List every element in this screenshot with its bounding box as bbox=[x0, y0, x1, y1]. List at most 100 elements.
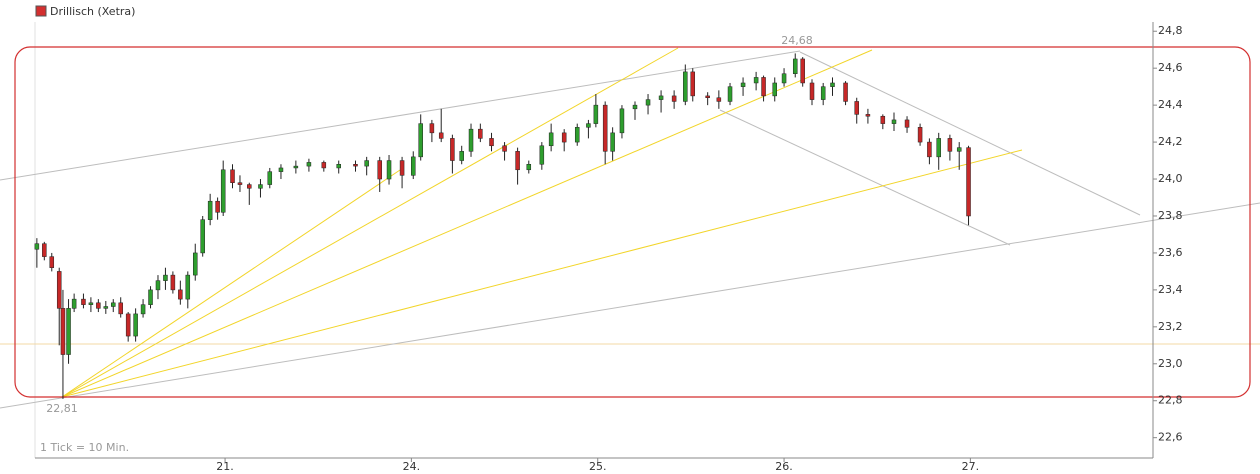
candle-body bbox=[230, 169, 235, 183]
candle-body bbox=[936, 138, 941, 158]
candle-body bbox=[215, 200, 220, 213]
candle-body bbox=[548, 132, 554, 147]
y-tick-label: 22,6 bbox=[1158, 431, 1183, 444]
candle-body bbox=[468, 128, 474, 152]
candle-body bbox=[386, 160, 392, 180]
candle-body bbox=[418, 123, 423, 158]
candle-body bbox=[658, 95, 664, 100]
candle-body bbox=[586, 123, 591, 128]
y-tick-label: 24,8 bbox=[1158, 24, 1183, 37]
candle-body bbox=[761, 77, 766, 97]
candle-body bbox=[148, 289, 153, 305]
trend-line bbox=[0, 50, 801, 181]
candle-body bbox=[192, 252, 198, 276]
candle-body bbox=[353, 164, 358, 167]
tick-note: 1 Tick = 10 Min. bbox=[40, 441, 129, 454]
candle-body bbox=[753, 77, 759, 84]
candle-body bbox=[459, 151, 464, 161]
candle-body bbox=[399, 160, 405, 176]
candle-body bbox=[207, 200, 213, 220]
candle-body bbox=[438, 132, 444, 139]
x-tick-label: 24. bbox=[403, 460, 421, 473]
y-tick-label: 23,4 bbox=[1158, 283, 1183, 296]
y-tick-label: 24,4 bbox=[1158, 98, 1183, 111]
candle-body bbox=[891, 119, 897, 124]
candle-body bbox=[515, 151, 520, 171]
candle-body bbox=[321, 162, 327, 169]
candle-body bbox=[610, 132, 615, 152]
candle-body bbox=[727, 86, 733, 102]
low-annotation: 22,81 bbox=[46, 402, 78, 415]
candle-body bbox=[88, 302, 94, 305]
candle-body bbox=[125, 313, 131, 337]
x-tick-label: 26. bbox=[775, 460, 793, 473]
candle-body bbox=[632, 104, 638, 110]
y-tick-label: 24,2 bbox=[1158, 135, 1183, 148]
candle-body bbox=[450, 138, 455, 161]
candle-body bbox=[81, 298, 86, 305]
candle-body bbox=[178, 289, 183, 300]
candle-body bbox=[71, 298, 77, 309]
candle-body bbox=[800, 58, 805, 84]
candle-body bbox=[111, 302, 116, 307]
fan-lines bbox=[61, 47, 1023, 398]
x-tick-label: 25. bbox=[589, 460, 607, 473]
fan-line bbox=[61, 169, 401, 398]
candle-body bbox=[683, 71, 688, 102]
candle-body bbox=[478, 128, 483, 139]
candle-body bbox=[170, 274, 176, 291]
candle-body bbox=[602, 104, 608, 152]
candle-body bbox=[947, 138, 953, 152]
candle-body bbox=[140, 304, 146, 315]
candle-body bbox=[411, 156, 416, 176]
candle-body bbox=[561, 132, 567, 143]
y-tick-label: 24,0 bbox=[1158, 172, 1183, 185]
candle-body bbox=[671, 95, 677, 102]
highlight-box bbox=[14, 46, 1251, 398]
candle-body bbox=[854, 101, 859, 115]
candle-body bbox=[619, 108, 625, 134]
candle-body bbox=[502, 145, 507, 152]
candle-body bbox=[336, 164, 341, 169]
candle-body bbox=[830, 82, 835, 87]
y-tick-label: 23,0 bbox=[1158, 357, 1183, 370]
candle-body bbox=[42, 243, 47, 257]
candle-body bbox=[163, 274, 168, 281]
candle-body bbox=[220, 169, 226, 213]
candle-body bbox=[49, 256, 55, 268]
candle-body bbox=[118, 302, 123, 315]
candle-body bbox=[539, 145, 545, 165]
candle-body bbox=[880, 115, 886, 124]
candle-body bbox=[574, 127, 580, 143]
y-tick-label: 23,2 bbox=[1158, 320, 1183, 333]
y-tick-label: 23,8 bbox=[1158, 209, 1183, 222]
y-tick-label: 23,6 bbox=[1158, 246, 1183, 259]
y-tick-label: 24,6 bbox=[1158, 61, 1183, 74]
candle-body bbox=[185, 274, 191, 300]
y-tick-label: 22,8 bbox=[1158, 394, 1183, 407]
candle-body bbox=[293, 165, 299, 169]
candle-body bbox=[200, 219, 205, 254]
candle-body bbox=[690, 71, 696, 97]
candle-body bbox=[820, 86, 826, 100]
candle-body bbox=[772, 82, 777, 97]
x-tick-label: 27. bbox=[962, 460, 980, 473]
candle-body bbox=[60, 308, 66, 355]
candle-body bbox=[716, 97, 722, 102]
candle-body bbox=[306, 162, 312, 167]
candle-body bbox=[966, 147, 971, 217]
candle-body bbox=[96, 302, 101, 309]
candle-body bbox=[489, 138, 494, 147]
candle-body bbox=[927, 141, 932, 158]
candle-body bbox=[267, 171, 273, 185]
candle-body bbox=[740, 82, 746, 87]
candle-body bbox=[792, 58, 798, 74]
trend-line bbox=[799, 51, 1141, 216]
high-annotation: 24,68 bbox=[781, 34, 813, 47]
candle-body bbox=[781, 73, 787, 84]
candle-body bbox=[66, 308, 71, 355]
candle-body bbox=[377, 160, 382, 180]
candle-body bbox=[917, 127, 923, 143]
legend-label: Drillisch (Xetra) bbox=[50, 5, 135, 18]
